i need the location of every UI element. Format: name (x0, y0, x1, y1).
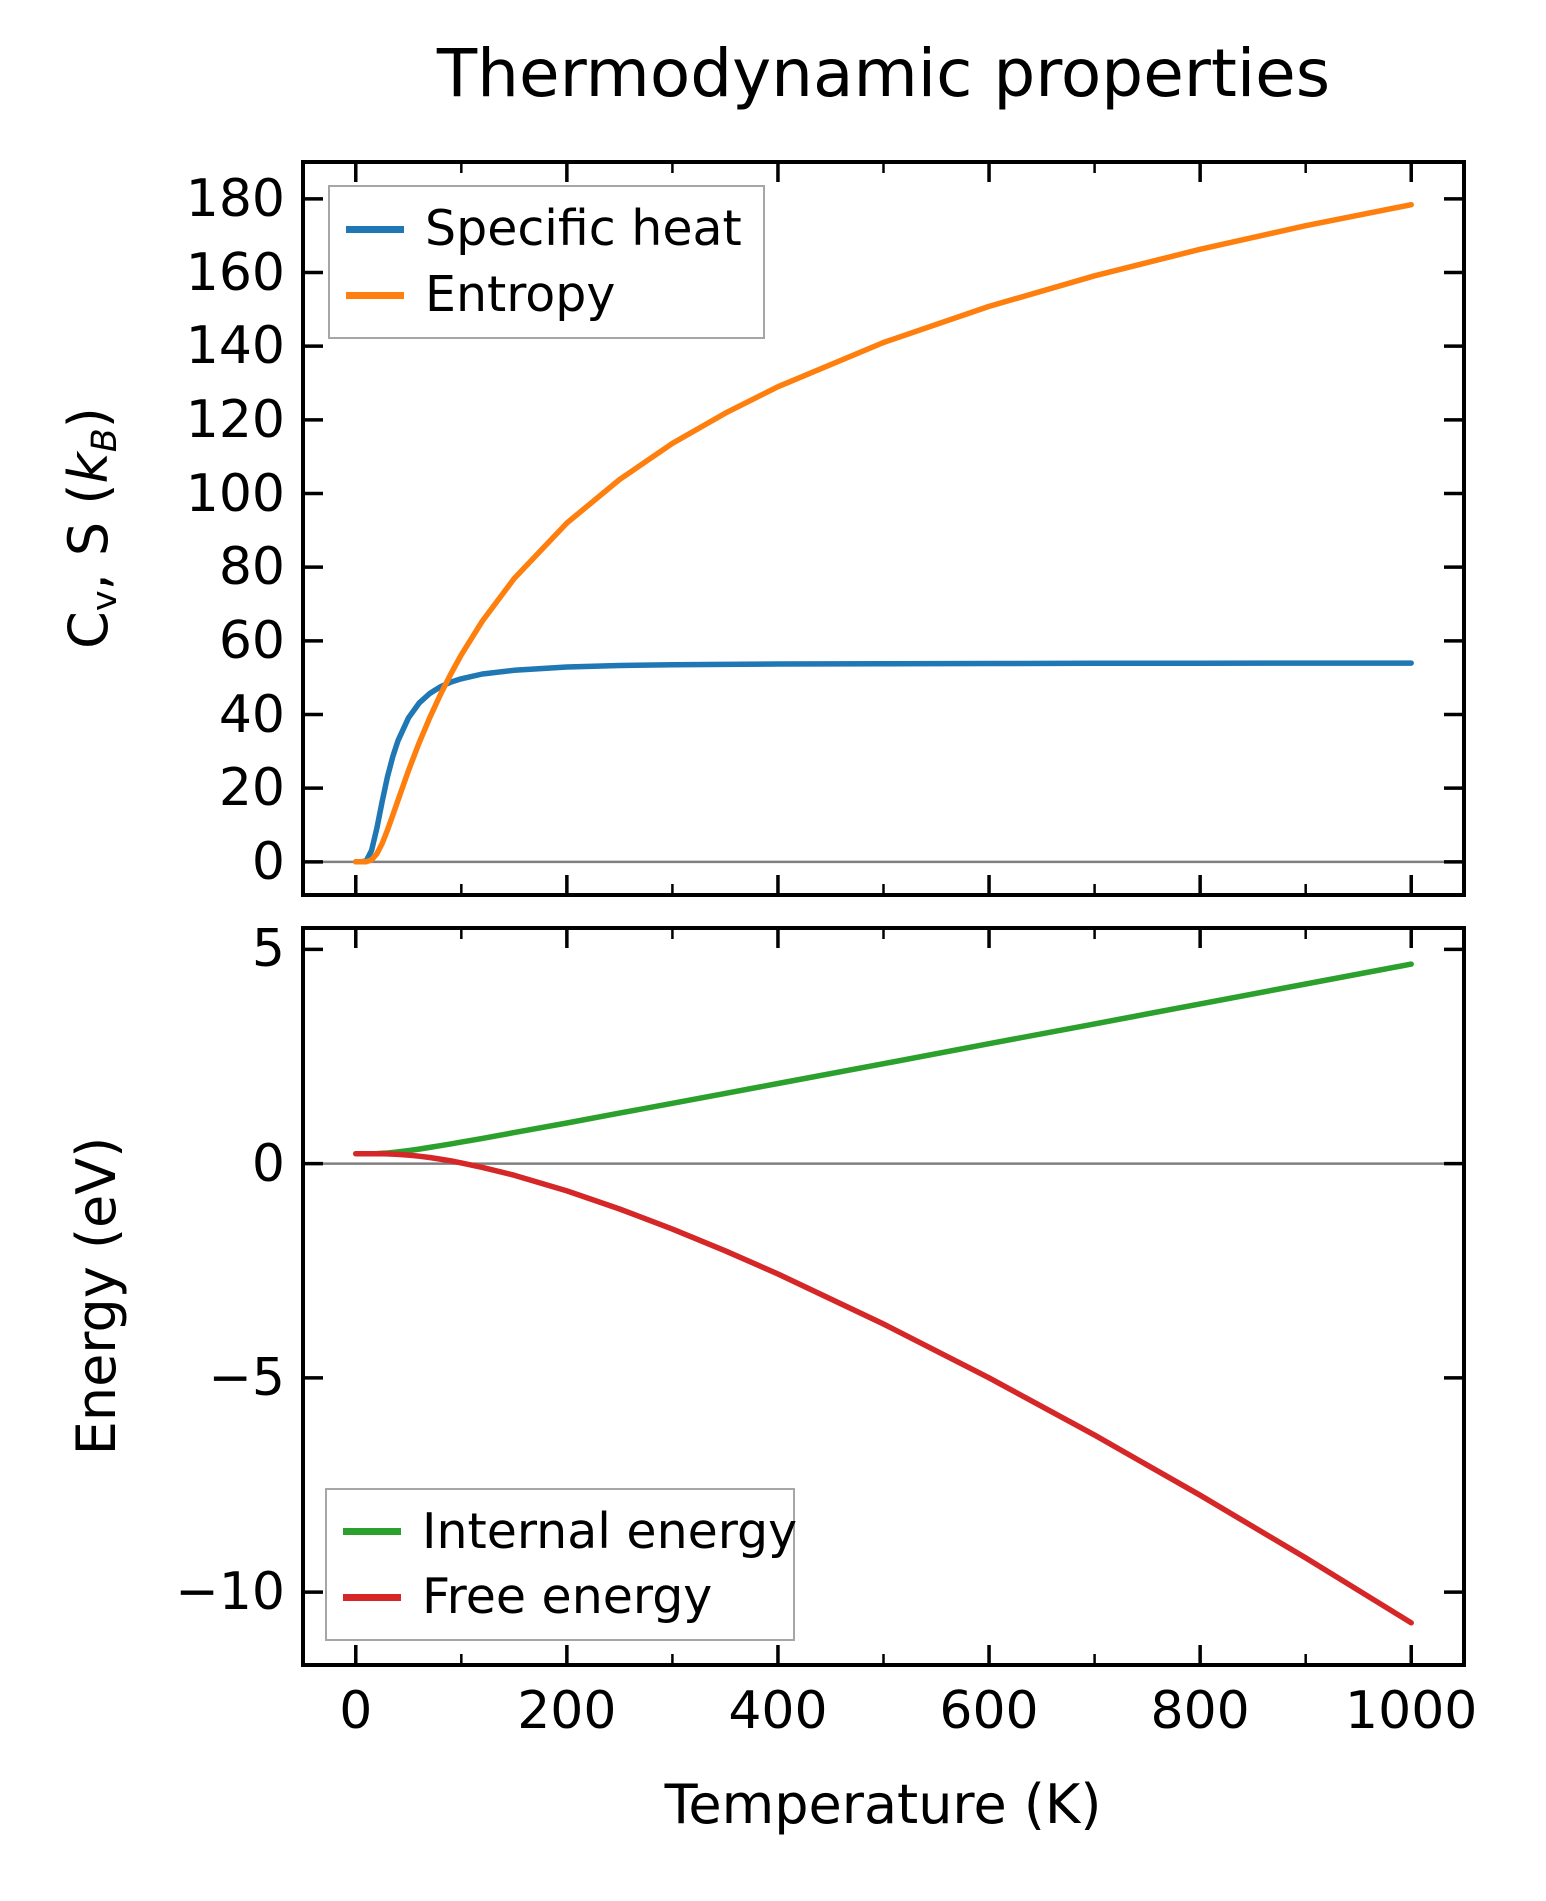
free-energy-line-swatch (343, 1593, 401, 1601)
y-tick-label: 0 (251, 1133, 285, 1194)
x-tick-label: 800 (1150, 1681, 1250, 1741)
x-axis-label: Temperature (K) (664, 1773, 1102, 1836)
y-tick-label: 20 (218, 758, 285, 819)
y-tick-label: 40 (218, 684, 285, 745)
y-tick-label: −10 (175, 1562, 285, 1623)
x-tick-label: 0 (339, 1681, 373, 1741)
y-tick-label: 5 (251, 919, 285, 980)
legend-label-internal-energy: Internal energy (422, 1502, 798, 1560)
chart-title: Thermodynamic properties (436, 35, 1331, 112)
legend-item-internal-energy: Internal energy (343, 1503, 797, 1560)
series-line-free-energy (353, 1150, 1414, 1626)
y-tick-label: 180 (185, 168, 285, 229)
legend-label-entropy: Entropy (425, 266, 616, 323)
x-tick-label: 1000 (1345, 1681, 1478, 1741)
internal-energy-line-swatch (343, 1528, 401, 1536)
legend-item-specific-heat: Specific heat (346, 201, 753, 257)
legend-label-specific-heat: Specific heat (425, 200, 742, 257)
x-tick-label: 400 (728, 1681, 828, 1741)
y-tick-label: 140 (185, 316, 285, 377)
y-tick-label: −5 (208, 1347, 285, 1408)
bottom-plot (301, 926, 1466, 1667)
entropy-line-swatch (346, 291, 404, 299)
y-tick-label: 0 (251, 831, 285, 892)
series-line-internal-energy (353, 961, 1414, 1157)
series-line-specific-heat (353, 660, 1414, 865)
specific-heat-line-swatch (346, 225, 404, 233)
series-line-entropy (353, 201, 1414, 865)
x-tick-label: 200 (517, 1681, 617, 1741)
legend-item-free-energy: Free energy (343, 1569, 783, 1625)
x-tick-label: 600 (939, 1681, 1039, 1741)
y-tick-label: 80 (218, 537, 285, 598)
y-tick-label: 160 (185, 242, 285, 303)
legend-item-entropy: Entropy (346, 267, 753, 323)
y-tick-label: 120 (185, 389, 285, 450)
bottom-legend: Internal energy Free energy (325, 1488, 797, 1641)
y-tick-label: 60 (218, 610, 285, 671)
legend-label-free-energy: Free energy (422, 1568, 713, 1626)
top-legend: Specific heat Entropy (328, 185, 765, 339)
y-tick-label: 100 (185, 463, 285, 524)
top-plot (301, 160, 1466, 897)
